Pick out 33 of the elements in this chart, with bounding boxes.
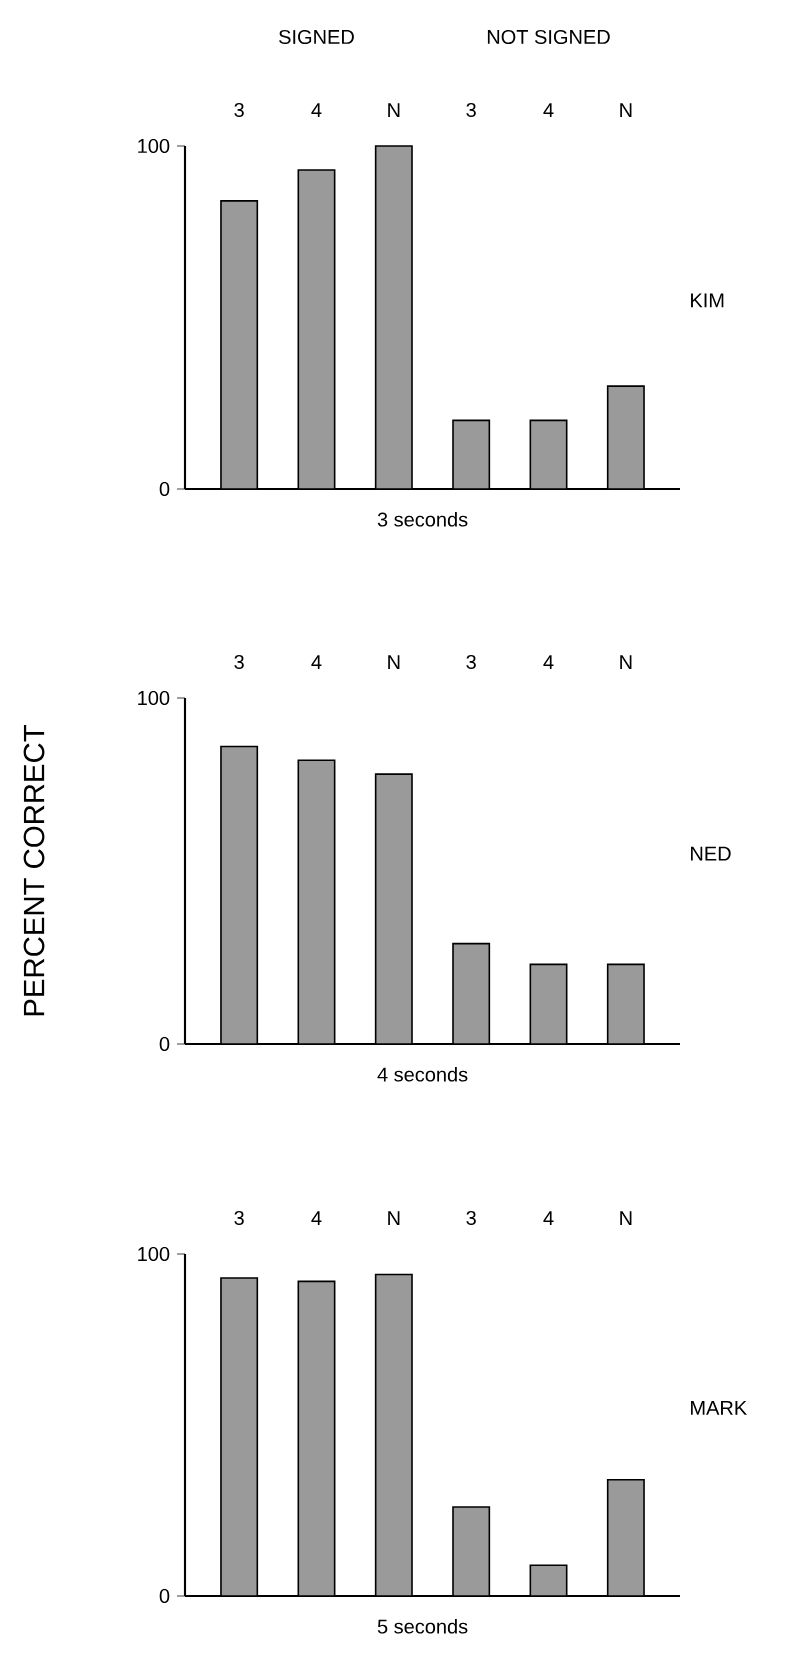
- x-tick-label: N: [388, 103, 400, 118]
- x-tick-label: 4: [543, 655, 554, 670]
- x-tick-label: N: [388, 655, 400, 670]
- x-tick-label: 3: [234, 1210, 244, 1226]
- text: MARK: [691, 1401, 747, 1415]
- y-axis-title: PERCENT CORRECT: [23, 725, 45, 1016]
- x-axis-title: 5 seconds: [377, 1618, 468, 1634]
- y-tick-label: 0: [159, 1588, 170, 1604]
- x-tick-label: 3: [466, 1210, 476, 1226]
- x-tick-label: 4: [543, 103, 554, 118]
- y-tick-label: 100: [138, 1246, 170, 1262]
- y-tick-label: 100: [138, 690, 170, 706]
- x-tick-label: 3: [466, 654, 476, 670]
- text: NOT SIGNED: [487, 29, 610, 45]
- x-tick-label: N: [620, 1211, 632, 1226]
- x-axis-title: 3 seconds: [377, 511, 468, 527]
- x-tick-label: 4: [311, 1211, 322, 1226]
- text: KIM: [691, 293, 724, 308]
- x-tick-label: 4: [311, 655, 322, 670]
- x-tick-label: 4: [543, 1211, 554, 1226]
- x-tick-label: 4: [311, 103, 322, 118]
- x-tick-label: 3: [466, 102, 476, 118]
- y-tick-label: 0: [159, 481, 170, 497]
- y-tick-label: 0: [159, 1036, 170, 1052]
- y-tick-label: 100: [138, 138, 170, 154]
- text: NED: [691, 846, 731, 861]
- x-tick-label: N: [620, 655, 632, 670]
- x-tick-label: N: [620, 103, 632, 118]
- x-tick-label: 3: [234, 102, 244, 118]
- x-axis-title: 4 seconds: [377, 1066, 468, 1082]
- x-tick-label: 3: [234, 654, 244, 670]
- x-tick-label: N: [388, 1211, 400, 1226]
- text: SIGNED: [279, 29, 354, 45]
